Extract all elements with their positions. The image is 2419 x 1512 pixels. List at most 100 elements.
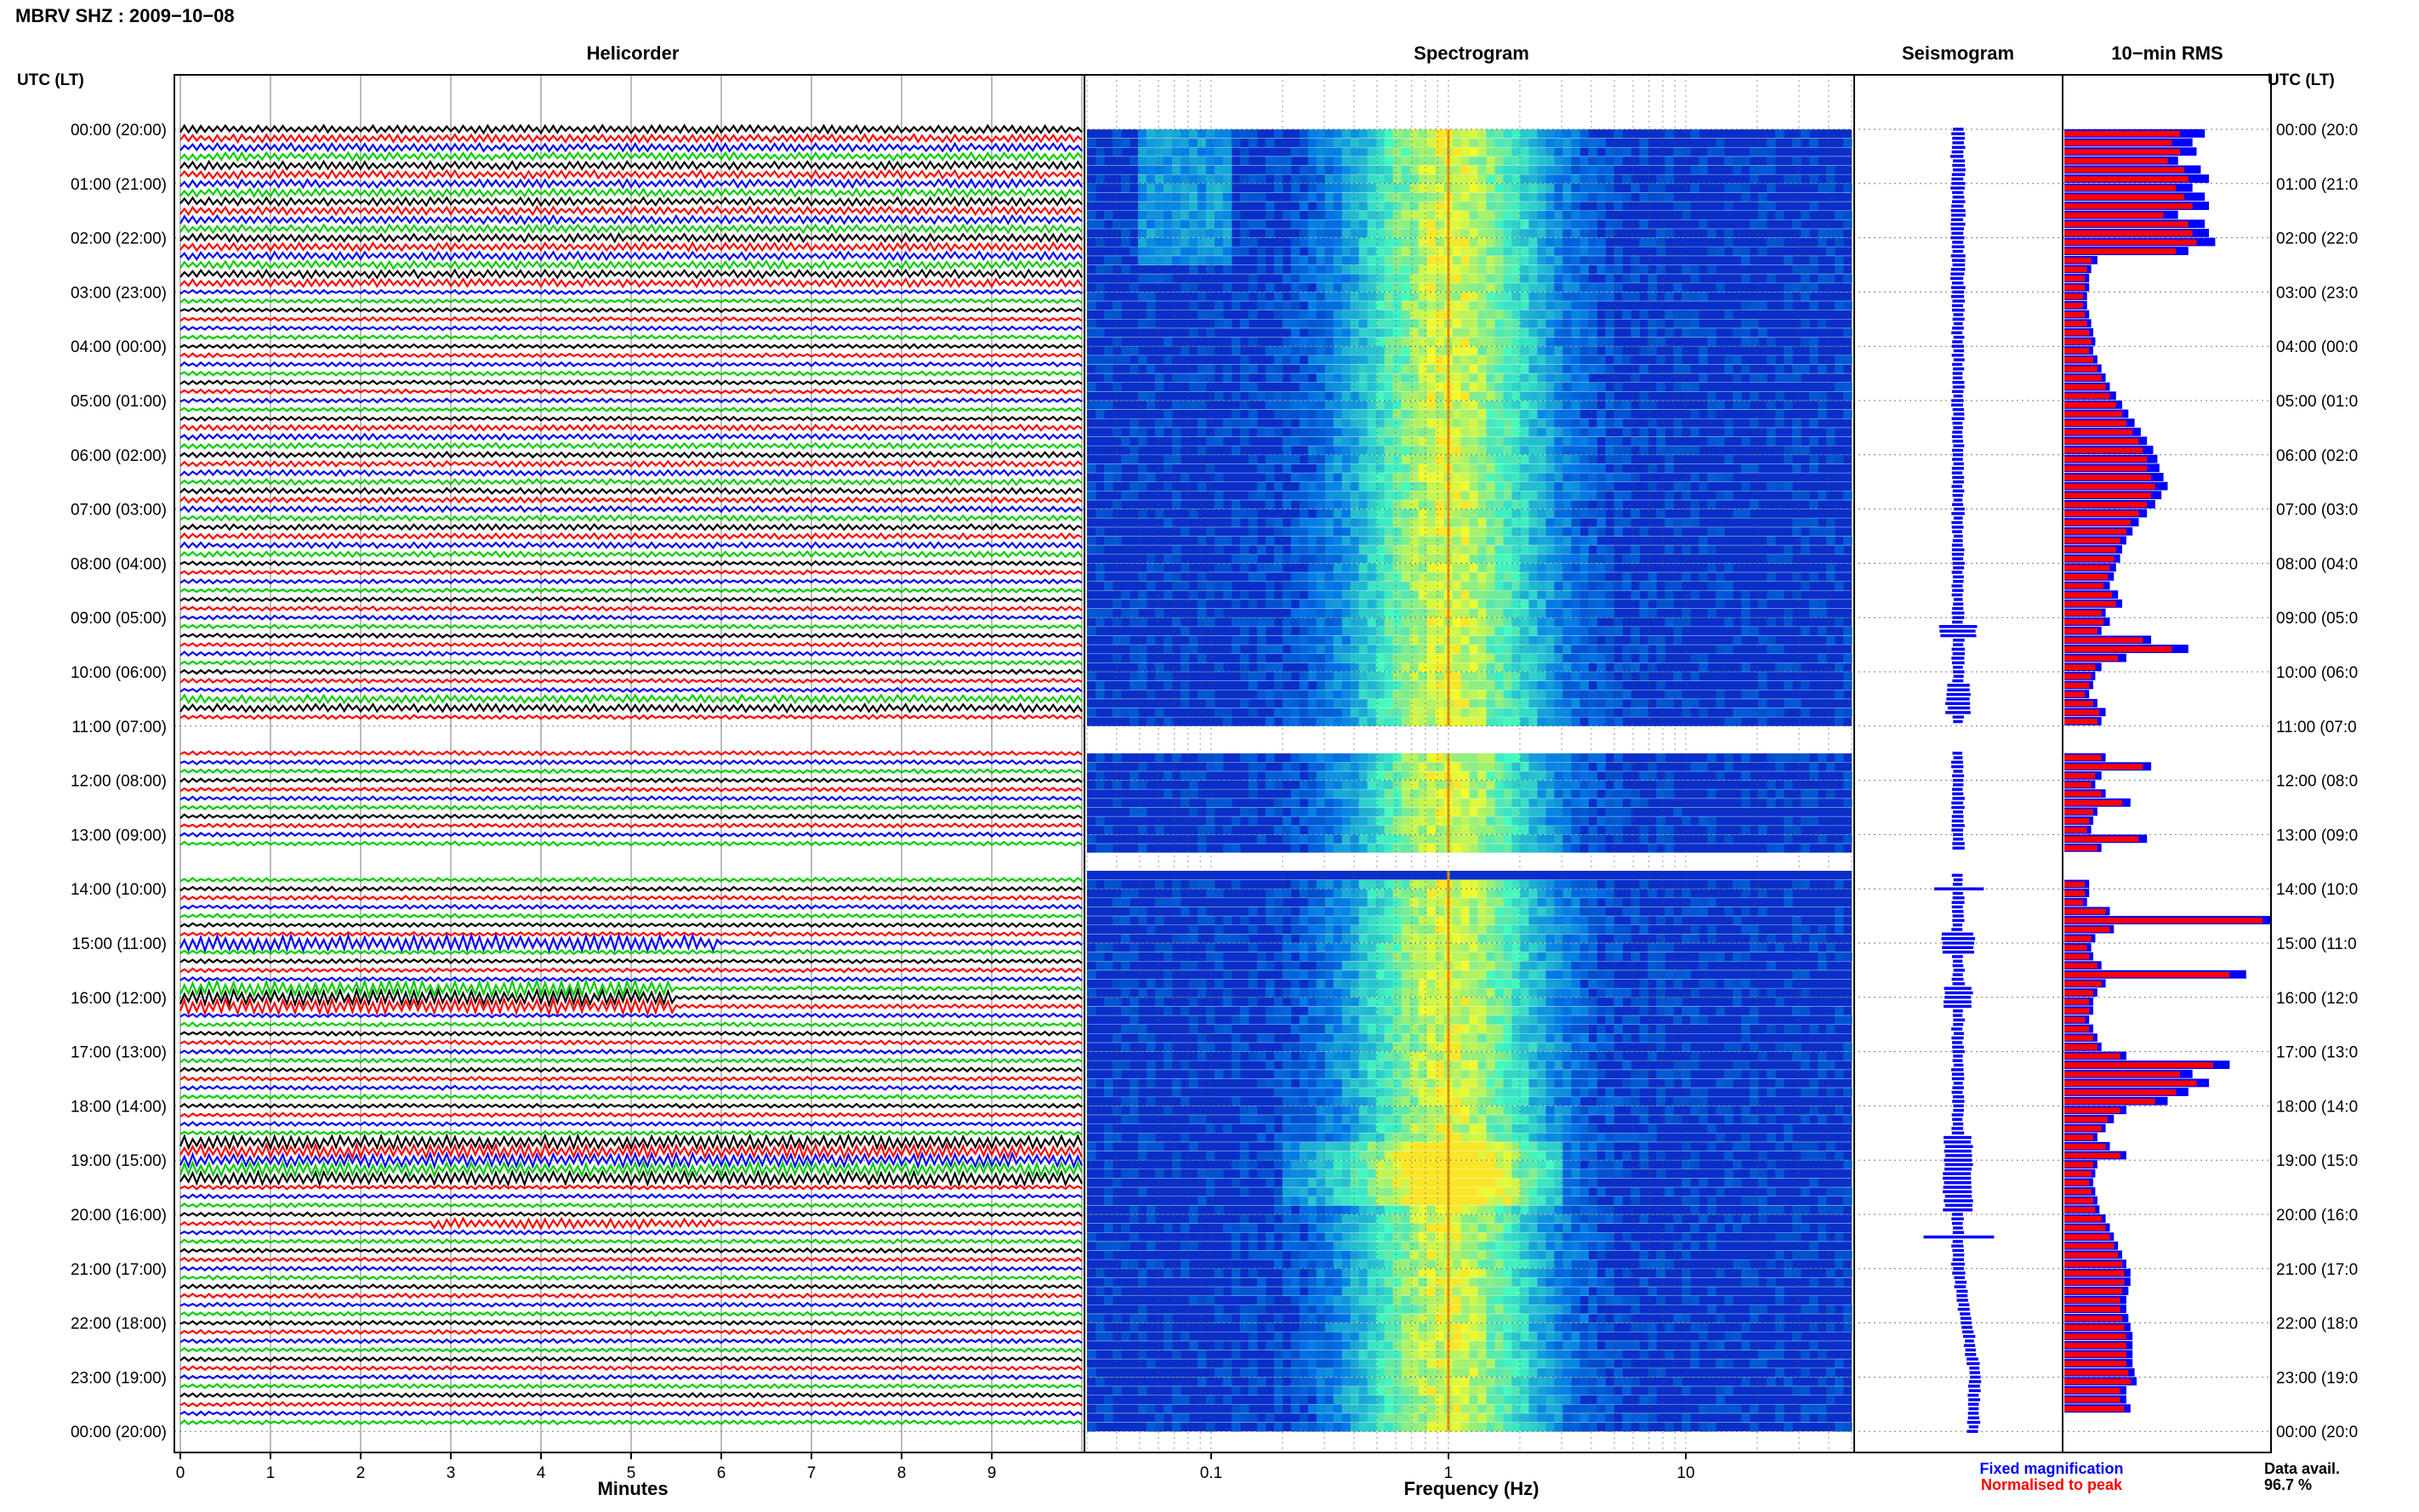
rms-bar-normalised [2064, 827, 2087, 833]
time-label-right: 17:00 (13:0 [2276, 1044, 2358, 1062]
time-label-right: 22:00 (18:0 [2276, 1316, 2358, 1333]
rms-bar-normalised [2064, 610, 2102, 617]
rms-bar-normalised [2064, 845, 2097, 851]
time-label-right: 14:00 (10:0 [2276, 881, 2358, 899]
time-label-right: 16:00 (12:0 [2276, 990, 2358, 1008]
time-label-left: 17:00 (13:00) [71, 1044, 167, 1062]
time-label-right: 10:00 (06:0 [2276, 664, 2358, 682]
rms-bar-normalised [2064, 375, 2102, 381]
spectrogram-tick-label: 10 [1676, 1464, 1694, 1482]
helicorder-tick-label: 4 [537, 1464, 546, 1482]
rms-bar-normalised [2064, 1035, 2093, 1041]
helicorder-tick-label: 3 [447, 1464, 456, 1482]
utc-header-left: UTC (LT) [17, 71, 84, 89]
rms-bar-normalised [2064, 890, 2086, 896]
time-label-left: 13:00 (09:00) [71, 827, 167, 844]
rms-bar-normalised [2064, 475, 2152, 480]
spectrogram-x-ticks: 0.1 1 10 [1200, 1452, 1695, 1482]
data-availability-value: 96.7 % [2264, 1476, 2312, 1493]
rms-bar-normalised [2064, 1288, 2122, 1294]
rms-bar-normalised [2064, 176, 2188, 182]
rms-bar-normalised [2064, 1324, 2125, 1331]
rms-bar-normalised [2064, 185, 2177, 191]
time-label-left: 00:00 (20:00) [71, 122, 167, 139]
time-label-right: 05:00 (01:0 [2276, 393, 2358, 411]
rms-bar-normalised [2064, 963, 2097, 969]
rms-bar-normalised [2064, 321, 2087, 327]
rms-bar-normalised [2064, 1080, 2197, 1087]
rms-bar-normalised [2064, 338, 2092, 345]
rms-bar-normalised [2064, 329, 2090, 336]
rms-bar-normalised [2064, 276, 2086, 281]
time-label-left: 10:00 (06:00) [71, 664, 167, 682]
rms-bar-normalised [2064, 1216, 2102, 1222]
helicorder-tick-label: 2 [356, 1464, 366, 1482]
seismogram-title: Seismogram [1902, 43, 2014, 64]
rms-bar-normalised [2064, 139, 2172, 146]
rms-bar-normalised [2064, 971, 2230, 978]
time-label-left: 00:00 (20:00) [71, 1424, 167, 1441]
rms-bar-normalised [2064, 1162, 2093, 1168]
spectrogram-heatmap [1086, 75, 1853, 1452]
rms-bar-normalised [2064, 782, 2092, 788]
data-availability-label: Data avail. [2264, 1460, 2340, 1477]
time-label-left: 06:00 (02:00) [71, 447, 167, 465]
rms-bar-normalised [2064, 926, 2110, 933]
time-label-right: 19:00 (15:0 [2276, 1152, 2358, 1170]
rms-bar-normalised [2064, 212, 2164, 219]
spectrogram-title: Spectrogram [1414, 43, 1529, 64]
rms-bar-normalised [2064, 284, 2086, 291]
helicorder-xlabel: Minutes [597, 1478, 668, 1499]
time-label-right: 01:00 (21:0 [2276, 176, 2358, 194]
rms-bar-normalised [2064, 1270, 2125, 1276]
time-label-right: 03:00 (23:0 [2276, 284, 2358, 302]
rms-bar-normalised [2064, 510, 2139, 517]
rms-bar-normalised [2064, 266, 2087, 273]
rms-bar-normalised [2064, 438, 2139, 445]
rms-bar-normalised [2064, 1008, 2090, 1014]
rms-bar-normalised [2064, 547, 2116, 553]
time-label-right: 09:00 (05:0 [2276, 610, 2358, 628]
rms-bar-normalised [2064, 1316, 2122, 1322]
rms-bar-normalised [2064, 1369, 2129, 1376]
rms-bar-normalised [2064, 1098, 2155, 1105]
rms-bar-normalised [2064, 492, 2152, 498]
time-label-right: 20:00 (16:0 [2276, 1207, 2358, 1225]
rms-bar-normalised [2064, 682, 2090, 689]
time-label-left: 23:00 (19:00) [71, 1369, 167, 1387]
rms-bar-normalised [2064, 194, 2184, 200]
rms-bar-normalised [2064, 953, 2090, 960]
time-label-right: 00:00 (20:0 [2276, 122, 2358, 139]
time-label-left: 22:00 (18:00) [71, 1316, 167, 1333]
rms-bar-normalised [2064, 520, 2131, 526]
time-label-right: 08:00 (04:0 [2276, 555, 2358, 573]
rms-bar-normalised [2064, 1297, 2120, 1304]
rms-bar-normalised [2064, 356, 2093, 363]
rms-bar-normalised [2064, 719, 2097, 725]
rms-bar-normalised [2064, 799, 2122, 806]
rms-bar-normalised [2064, 1071, 2181, 1077]
rms-bar-normalised [2064, 555, 2114, 562]
rms-bar-normalised [2064, 691, 2086, 697]
time-label-left: 19:00 (15:00) [71, 1152, 167, 1170]
rms-bar-normalised [2064, 537, 2120, 544]
rms-bar-normalised [2064, 881, 2086, 888]
rms-bar-normalised [2064, 402, 2116, 408]
time-label-left: 08:00 (04:00) [71, 555, 167, 573]
utc-header-right: UTC (LT) [2268, 71, 2335, 89]
rms-bar-normalised [2064, 239, 2197, 246]
rms-bar-normalised [2064, 502, 2148, 508]
rms-bar-normalised [2064, 1225, 2106, 1231]
time-label-right: 23:00 (19:0 [2276, 1369, 2358, 1387]
helicorder-title: Helicorder [587, 43, 680, 64]
legend-fixed-magnification: Fixed magnification [1979, 1460, 2123, 1477]
rms-bar-normalised [2064, 764, 2143, 770]
rms-bar-normalised [2064, 429, 2133, 435]
rms-bar-normalised [2064, 583, 2104, 589]
rms-frame [2062, 74, 2272, 1453]
rms-bar-normalised [2064, 935, 2092, 941]
rms-bar-normalised [2064, 1117, 2108, 1123]
rms-bar-normalised [2064, 528, 2126, 535]
rms-bar-normalised [2064, 1234, 2110, 1240]
rms-bar-normalised [2064, 393, 2110, 399]
